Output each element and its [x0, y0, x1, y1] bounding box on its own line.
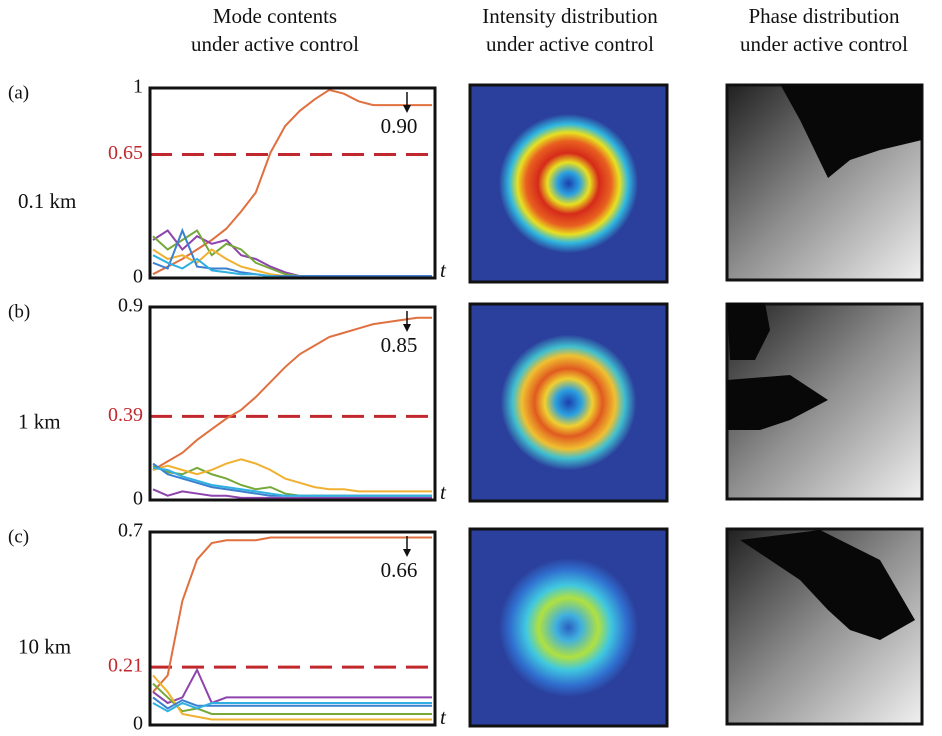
plot-frame — [148, 86, 437, 280]
phase-region — [740, 530, 915, 640]
x-axis-label: t — [440, 258, 447, 282]
intensity-ring — [483, 317, 654, 488]
annotation-arrowhead — [403, 549, 411, 557]
series-line — [152, 667, 432, 705]
y-tick-label: 1 — [133, 76, 143, 98]
column-header: Mode contents — [213, 4, 337, 28]
row-label: (c) — [8, 526, 29, 547]
series-line — [152, 701, 432, 713]
series-line — [152, 696, 432, 710]
column-header: Intensity distribution — [482, 4, 658, 28]
series-line — [152, 682, 432, 715]
phase-region — [780, 84, 922, 178]
series-line — [152, 316, 432, 471]
series-line — [152, 674, 432, 721]
phase-region — [727, 303, 828, 430]
y-tick-label: 0.9 — [118, 295, 143, 317]
plot-frame — [148, 530, 437, 727]
y-tick-label: 0 — [133, 713, 143, 735]
distance-label: 0.1 km — [18, 189, 76, 213]
column-header: Phase distribution — [748, 4, 900, 28]
distance-label: 1 km — [18, 409, 61, 433]
series-line — [152, 229, 432, 278]
series-line — [152, 536, 432, 693]
threshold-label: 0.21 — [108, 655, 143, 677]
intensity-ring — [483, 98, 654, 269]
series-line — [152, 488, 432, 499]
column-header: under active control — [191, 32, 359, 56]
distance-label: 10 km — [18, 634, 71, 658]
x-axis-label: t — [440, 705, 447, 729]
column-header: under active control — [486, 32, 654, 56]
series-line — [152, 227, 432, 278]
annotation: 0.90 — [381, 114, 418, 138]
x-axis-label: t — [440, 480, 447, 504]
annotation: 0.85 — [381, 333, 418, 357]
y-tick-label: 0 — [133, 488, 143, 510]
column-header: under active control — [740, 32, 908, 56]
series-line — [152, 88, 432, 276]
annotation-arrowhead — [403, 105, 411, 113]
threshold-label: 0.65 — [108, 142, 143, 164]
annotation: 0.66 — [381, 558, 418, 582]
plot-frame — [148, 305, 437, 502]
series-line — [152, 458, 432, 493]
series-line — [152, 466, 432, 497]
row-label: (a) — [8, 82, 29, 103]
annotation-arrowhead — [403, 324, 411, 332]
row-label: (b) — [8, 301, 30, 322]
intensity-ring — [483, 542, 654, 713]
threshold-label: 0.39 — [108, 404, 143, 426]
y-tick-label: 0 — [133, 266, 143, 288]
y-tick-label: 0.7 — [118, 520, 143, 542]
